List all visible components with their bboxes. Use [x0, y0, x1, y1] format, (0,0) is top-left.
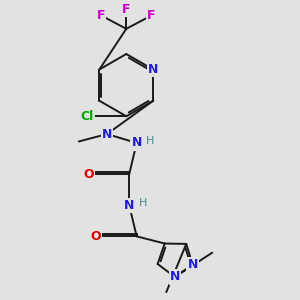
Text: H: H: [146, 136, 154, 146]
Text: O: O: [91, 230, 101, 243]
Text: N: N: [148, 63, 158, 76]
Text: N: N: [170, 271, 180, 284]
Text: O: O: [83, 168, 94, 181]
Text: N: N: [131, 136, 142, 149]
Text: F: F: [97, 9, 105, 22]
Text: H: H: [139, 198, 147, 208]
Text: N: N: [188, 258, 198, 271]
Text: N: N: [124, 199, 134, 212]
Text: Cl: Cl: [80, 110, 94, 123]
Text: N: N: [102, 128, 112, 141]
Text: F: F: [122, 3, 130, 16]
Text: F: F: [147, 9, 156, 22]
